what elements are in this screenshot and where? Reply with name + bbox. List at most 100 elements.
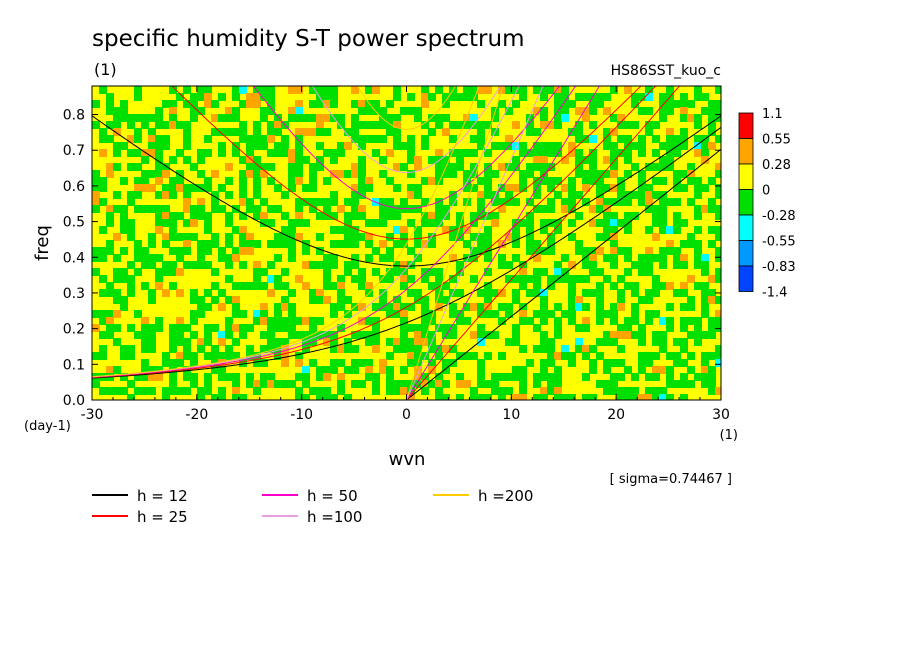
field-cell [687, 275, 695, 283]
field-cell [302, 394, 310, 400]
field-cell [645, 226, 653, 234]
field-cell [260, 114, 268, 122]
field-cell [617, 135, 625, 143]
field-cell [610, 128, 618, 136]
field-cell [302, 317, 310, 325]
field-cell [456, 261, 464, 269]
field-cell [372, 324, 380, 332]
field-cell [596, 219, 604, 227]
field-cell [365, 282, 373, 290]
field-cell [645, 373, 653, 381]
field-cell [365, 100, 373, 108]
x-tick-label: 30 [712, 407, 730, 423]
field-cell [477, 135, 485, 143]
field-cell [176, 93, 184, 101]
field-cell [190, 184, 198, 192]
field-cell [666, 317, 674, 325]
field-cell [225, 233, 233, 241]
field-cell [694, 114, 702, 122]
field-cell [141, 170, 149, 178]
field-cell [113, 275, 121, 283]
field-cell [477, 128, 485, 136]
field-cell [519, 268, 527, 276]
field-cell [666, 107, 674, 115]
field-cell [239, 226, 247, 234]
field-cell [680, 373, 688, 381]
field-cell [596, 170, 604, 178]
field-cell [246, 324, 254, 332]
field-cell [218, 93, 226, 101]
field-cell [330, 198, 338, 206]
field-cell [190, 359, 198, 367]
field-cell [498, 387, 506, 395]
field-cell [715, 296, 721, 304]
field-cell [92, 191, 100, 199]
field-cell [687, 352, 695, 360]
field-cell [309, 359, 317, 367]
field-cell [330, 282, 338, 290]
field-cell [134, 205, 142, 213]
field-cell [694, 121, 702, 129]
field-cell [701, 359, 709, 367]
field-cell [323, 93, 331, 101]
field-cell [617, 394, 625, 400]
field-cell [393, 240, 401, 248]
field-cell [274, 142, 282, 150]
field-cell [617, 247, 625, 255]
field-cell [204, 219, 212, 227]
field-cell [456, 212, 464, 220]
field-cell [253, 317, 261, 325]
field-cell [596, 310, 604, 318]
field-cell [617, 275, 625, 283]
field-cell [148, 296, 156, 304]
field-cell [400, 324, 408, 332]
field-cell [99, 184, 107, 192]
field-cell [617, 177, 625, 185]
field-cell [253, 261, 261, 269]
field-cell [155, 226, 163, 234]
field-cell [148, 331, 156, 339]
field-cell [169, 219, 177, 227]
field-cell [148, 373, 156, 381]
field-cell [344, 170, 352, 178]
field-cell [253, 170, 261, 178]
field-cell [645, 359, 653, 367]
field-cell [113, 296, 121, 304]
dispersion-curve [171, 86, 642, 240]
field-cell [435, 324, 443, 332]
field-cell [680, 282, 688, 290]
field-cell [99, 128, 107, 136]
field-cell [302, 345, 310, 353]
field-cell [225, 345, 233, 353]
field-cell [715, 170, 721, 178]
field-cell [414, 345, 422, 353]
field-cell [428, 233, 436, 241]
field-cell [393, 345, 401, 353]
field-cell [288, 226, 296, 234]
field-cell [596, 289, 604, 297]
field-cell [253, 121, 261, 129]
field-cell [239, 233, 247, 241]
field-cell [652, 366, 660, 374]
field-cell [274, 114, 282, 122]
field-cell [694, 282, 702, 290]
field-cell [463, 149, 471, 157]
field-cell [99, 135, 107, 143]
field-cell [673, 219, 681, 227]
colorbar-label: -0.55 [762, 235, 796, 250]
field-cell [659, 366, 667, 374]
field-cell [197, 149, 205, 157]
field-cell [540, 156, 548, 164]
field-cell [169, 247, 177, 255]
field-cell [680, 317, 688, 325]
field-cell [652, 177, 660, 185]
field-cell [225, 275, 233, 283]
field-cell [421, 338, 429, 346]
field-cell [421, 310, 429, 318]
field-cell [428, 177, 436, 185]
field-cell [127, 149, 135, 157]
field-cell [134, 184, 142, 192]
field-cell [582, 156, 590, 164]
dispersion-curve [406, 86, 681, 400]
